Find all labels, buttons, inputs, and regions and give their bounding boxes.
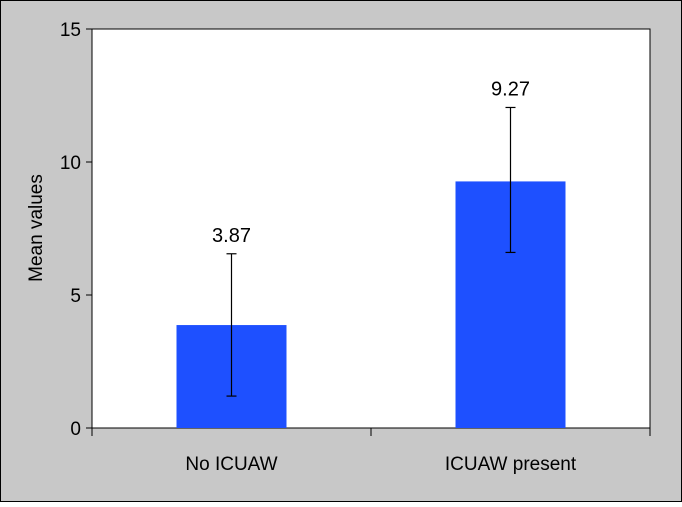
data-labels-layer: 3.87 9.27 (212, 78, 530, 246)
x-tick-label: ICUAW present (445, 454, 577, 475)
y-tick-label: 15 (60, 20, 81, 41)
y-axis-label: Mean values (26, 174, 47, 282)
y-tick-label: 10 (60, 153, 81, 174)
y-tick-label: 5 (70, 286, 81, 307)
x-tick-label: No ICUAW (185, 454, 277, 475)
data-label: 3.87 (212, 225, 251, 247)
axes-layer: No ICUAW ICUAW present 0 5 10 15 (60, 20, 651, 475)
data-label: 9.27 (491, 78, 530, 100)
error-bars-layer (226, 106, 516, 397)
plot-area (91, 28, 651, 429)
y-tick-label: 0 (70, 419, 81, 440)
